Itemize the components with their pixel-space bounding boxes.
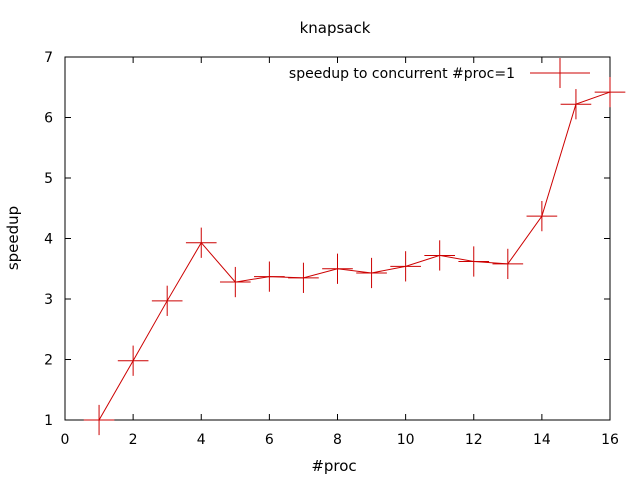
legend-sample xyxy=(530,58,590,88)
data-point xyxy=(185,227,217,258)
y-tick-label: 7 xyxy=(44,50,53,66)
data-point xyxy=(458,246,490,277)
data-point xyxy=(356,257,387,289)
legend: speedup to concurrent #proc=1 xyxy=(289,58,590,88)
x-tick-label: 6 xyxy=(265,432,274,448)
x-tick-label: 10 xyxy=(397,432,415,448)
y-tick-label: 1 xyxy=(44,413,53,429)
x-tick-label: 0 xyxy=(61,432,70,448)
y-tick-label: 4 xyxy=(44,232,53,248)
series-line xyxy=(98,91,611,421)
data-point xyxy=(83,404,115,436)
x-axis: 0 2 4 6 8 10 12 14 16 xyxy=(61,57,619,448)
data-point xyxy=(219,266,251,298)
data-point xyxy=(594,76,626,108)
y-axis-title: speedup xyxy=(4,206,22,270)
x-tick-label: 16 xyxy=(601,432,619,448)
x-tick-label: 14 xyxy=(533,432,551,448)
data-point xyxy=(151,285,183,316)
data-point xyxy=(390,251,421,282)
chart-title: knapsack xyxy=(300,19,371,37)
data-point xyxy=(526,200,558,232)
data-point xyxy=(288,262,319,293)
y-axis: 1 2 3 4 5 6 7 xyxy=(44,50,610,429)
plot-frame xyxy=(64,56,611,421)
series-layer xyxy=(83,76,626,436)
x-tick-label: 4 xyxy=(197,432,206,448)
x-tick-label: 12 xyxy=(465,432,483,448)
y-tick-label: 6 xyxy=(44,111,53,127)
data-point xyxy=(424,240,456,271)
y-tick-label: 5 xyxy=(44,171,53,187)
x-tick-label: 2 xyxy=(129,432,138,448)
data-point xyxy=(254,261,285,292)
data-point xyxy=(492,248,524,280)
y-tick-label: 2 xyxy=(44,353,53,369)
x-tick-label: 8 xyxy=(333,432,342,448)
x-axis-title: #proc xyxy=(311,457,356,475)
y-tick-label: 3 xyxy=(44,292,53,308)
data-point xyxy=(117,345,149,376)
data-point xyxy=(560,89,592,120)
legend-label: speedup to concurrent #proc=1 xyxy=(289,66,515,82)
data-point xyxy=(322,253,353,284)
